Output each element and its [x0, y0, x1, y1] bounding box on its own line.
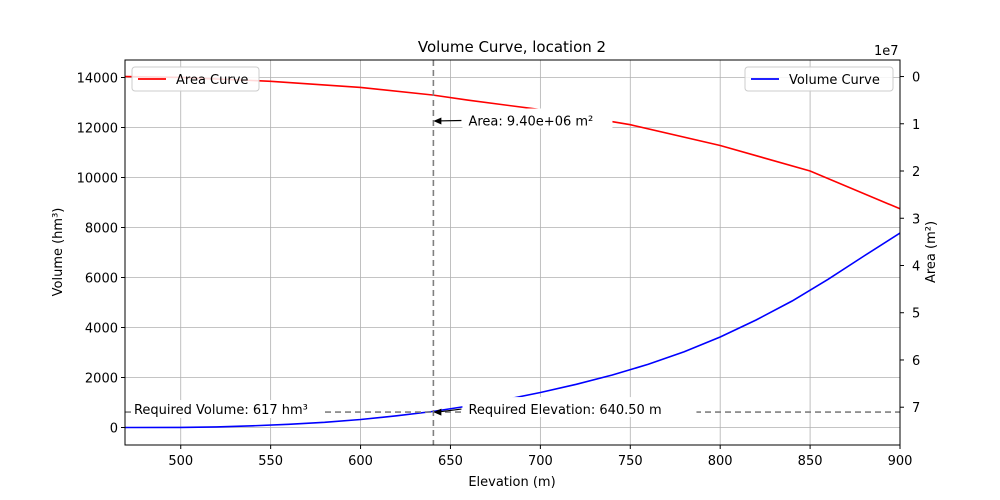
y-left-tick-label: 4000 [85, 322, 118, 337]
y-right-tick-label: 3 [912, 212, 920, 227]
x-tick-label: 650 [438, 454, 463, 469]
elevation-annotation-arrowhead [433, 408, 442, 416]
y-left-tick-label: 10000 [77, 172, 118, 187]
elevation-annotation-bg [462, 397, 697, 418]
y-axis-label-right: Area (m²) [924, 221, 939, 283]
area-curve-legend: Area Curve [131, 66, 260, 92]
legend-box [131, 66, 260, 92]
y-left-tick-label: 2000 [85, 372, 118, 387]
x-tick-label: 550 [258, 454, 283, 469]
x-tick-label: 600 [348, 454, 373, 469]
y-right-tick-label: 6 [912, 354, 920, 369]
y-axis-label-left: Volume (hm³) [51, 208, 66, 297]
area-annotation-text: Area: 9.40e+06 m² [468, 115, 593, 130]
y-right-tick-label: 5 [912, 307, 920, 322]
right-axis-multiplier: 1e7 [874, 44, 899, 59]
y-left-tick-label: 0 [110, 422, 118, 437]
chart-title: Volume Curve, location 2 [418, 38, 606, 56]
volume-curve-legend: Volume Curve [744, 66, 894, 92]
legend-label: Volume Curve [789, 73, 880, 88]
area-curve-line [125, 75, 900, 210]
x-tick-label: 900 [888, 454, 913, 469]
y-right-tick-label: 0 [912, 71, 920, 86]
x-tick-label: 500 [168, 454, 193, 469]
volume-annotation-bg [130, 400, 321, 418]
area-annotation-bg [462, 108, 613, 129]
y-right-tick-label: 2 [912, 165, 920, 180]
legend-label: Area Curve [176, 73, 248, 88]
y-left-tick-label: 6000 [85, 272, 118, 287]
y-right-tick-label: 7 [912, 401, 920, 416]
x-tick-label: 750 [618, 454, 643, 469]
legend-box [744, 66, 894, 92]
x-tick-label: 850 [798, 454, 823, 469]
volume-curve-line [125, 232, 900, 429]
plot-frame [124, 59, 901, 446]
y-right-tick-label: 1 [912, 118, 920, 133]
x-tick-label: 800 [708, 454, 733, 469]
x-axis-label: Elevation (m) [468, 475, 555, 490]
y-right-tick-label: 4 [912, 259, 920, 274]
y-left-tick-label: 8000 [85, 222, 118, 237]
x-tick-label: 700 [528, 454, 553, 469]
y-left-tick-label: 12000 [77, 122, 118, 137]
required-elevation-annotation-text: Required Elevation: 640.50 m [468, 403, 661, 418]
elevation-annotation-arrow [437, 408, 462, 413]
y-left-tick-label: 14000 [77, 72, 118, 87]
area-annotation-arrowhead [433, 117, 442, 125]
required-volume-annotation-text: Required Volume: 617 hm³ [134, 403, 308, 418]
